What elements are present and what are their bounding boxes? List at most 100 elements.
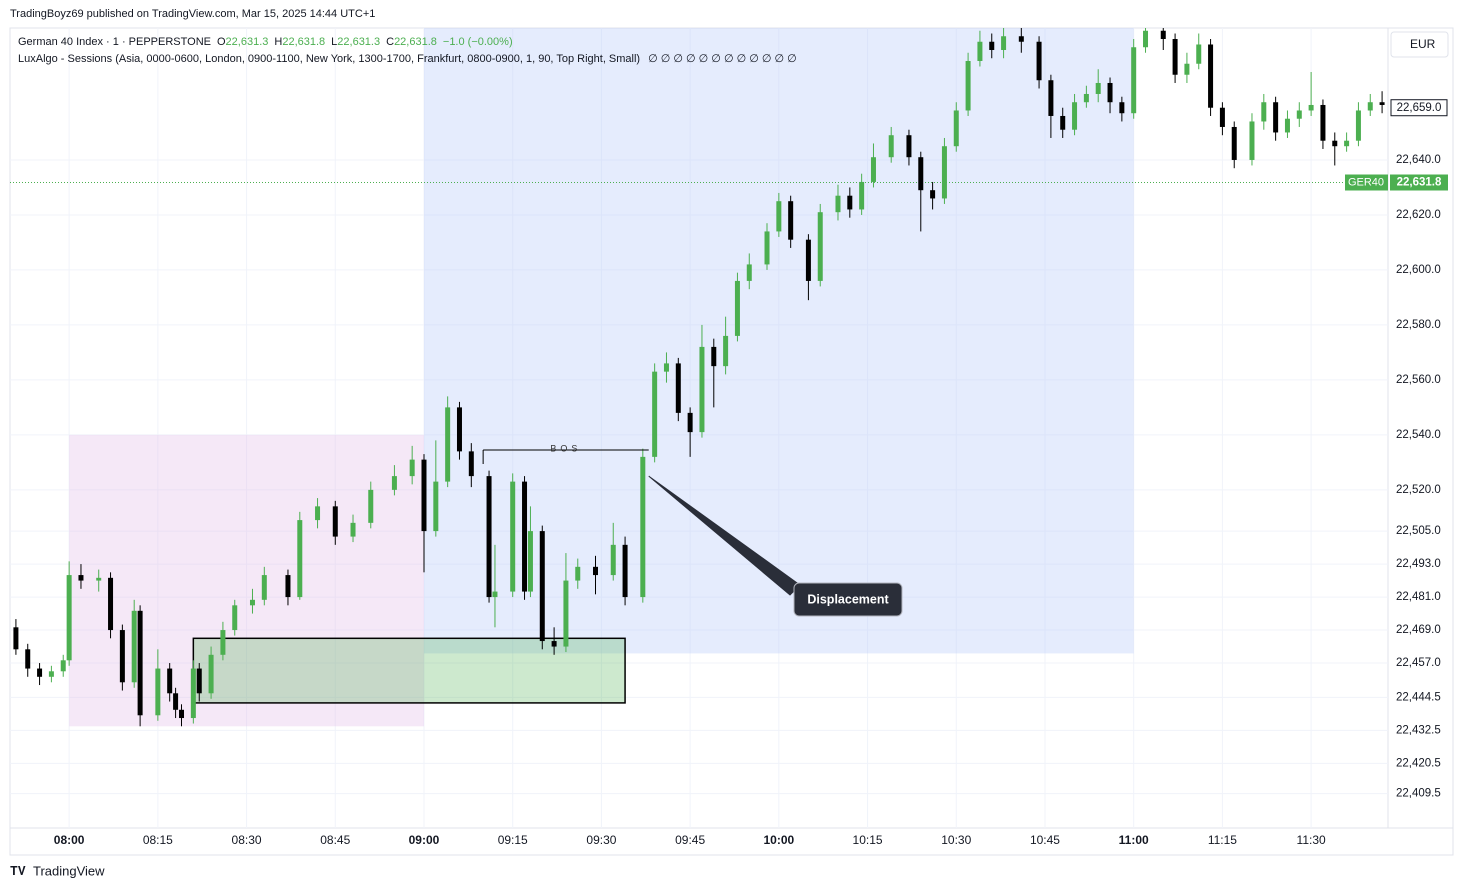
x-tick-label: 08:30 (232, 833, 262, 847)
candle-body (445, 407, 451, 482)
x-tick-label: 09:45 (675, 833, 705, 847)
candle-body (1107, 82, 1113, 103)
candle-body (350, 522, 356, 537)
candle-body (1308, 104, 1314, 111)
candle-body (119, 630, 125, 683)
candle-body (888, 135, 894, 158)
candle-body (1160, 30, 1166, 39)
candle-body (37, 668, 43, 677)
candle-body (208, 654, 214, 694)
legend-key: C (386, 36, 394, 48)
callout-label: Displacement (807, 592, 889, 606)
candle-body (522, 481, 528, 592)
candle-body (173, 693, 179, 710)
x-tick-label: 11:00 (1119, 833, 1149, 847)
plot (10, 28, 1388, 828)
indicator-values: ∅ ∅ ∅ ∅ ∅ ∅ ∅ ∅ ∅ ∅ ∅ ∅ (648, 53, 797, 65)
y-tick-label: 22,600.0 (1396, 264, 1441, 276)
candle-body (847, 195, 853, 210)
legend-key: L (331, 36, 337, 48)
candle-body (746, 264, 752, 281)
y-tick-label: 22,540.0 (1396, 429, 1441, 441)
candle-body (232, 605, 238, 631)
candle-body (1320, 104, 1326, 141)
candle-body (297, 520, 303, 598)
candle-body (285, 575, 291, 598)
candle-body (1184, 63, 1190, 75)
candle-body (456, 407, 462, 452)
legend-key: H (274, 36, 282, 48)
marker-tag (1390, 99, 1448, 117)
candle-body (1095, 82, 1101, 94)
symbol-label: GER40 (1348, 176, 1384, 188)
candle-body (332, 506, 338, 537)
candle-body (1001, 36, 1007, 50)
candle-body (167, 668, 173, 694)
candle-body (13, 627, 19, 650)
y-tick-label: 22,420.5 (1396, 757, 1441, 769)
candle-body (486, 476, 492, 598)
frame (9, 27, 1454, 856)
indicator-legend: LuxAlgo - Sessions (Asia, 0000-0600, Lon… (18, 53, 797, 65)
x-tick-label: 09:15 (498, 833, 528, 847)
candle-body (1249, 121, 1255, 160)
y-tick-label: 22,580.0 (1396, 319, 1441, 331)
candle-body (953, 110, 959, 147)
candle-body (368, 489, 374, 523)
candle-body (918, 157, 924, 191)
x-tick-label: 08:00 (54, 833, 85, 847)
zone (192, 637, 626, 704)
published-line: TradingBoyz69 published on TradingView.c… (10, 8, 375, 20)
legend-key: O (217, 36, 226, 48)
y-tick-label: 22,493.0 (1396, 558, 1441, 570)
candle-body (941, 146, 947, 199)
candle-body (137, 610, 143, 716)
candle-body (1367, 102, 1373, 111)
candle-body (788, 201, 794, 240)
candle-body (1355, 110, 1361, 141)
candle-body (1048, 80, 1054, 116)
candle-body (1219, 107, 1225, 127)
candle-body (1072, 102, 1078, 130)
legend-value: 22,631.3 (226, 36, 269, 48)
candle-body (711, 346, 717, 367)
candle-body (1231, 126, 1237, 160)
candle-body (315, 506, 321, 521)
x-tick-label: 08:45 (320, 833, 350, 847)
x-tick-label: 10:30 (941, 833, 971, 847)
x-tick-label: 09:30 (586, 833, 616, 847)
legend-value: 22,631.3 (337, 36, 380, 48)
candle-body (1284, 118, 1290, 133)
currency-button[interactable] (1390, 31, 1449, 58)
y-tick-label: 22,560.0 (1396, 374, 1441, 386)
candle-body (859, 181, 865, 210)
price-tag (1390, 174, 1448, 191)
candle-body (492, 591, 498, 598)
candle-body (25, 649, 31, 669)
currency[interactable]: EUR (1410, 37, 1436, 51)
candle-body (421, 459, 427, 532)
candle-body (527, 531, 533, 592)
x-tick-label: 09:00 (409, 833, 440, 847)
bos-label: BOS (550, 443, 581, 453)
candle-body (1261, 102, 1267, 122)
x-tick-label: 11:30 (1297, 833, 1326, 847)
candle-body (640, 456, 646, 598)
candle-body (699, 346, 705, 433)
candle-body (190, 668, 196, 719)
indicator-name: LuxAlgo - Sessions (Asia, 0000-0600, Lon… (18, 53, 640, 65)
candle-body (1018, 36, 1024, 42)
candle-body (965, 60, 971, 111)
candle-body (66, 575, 72, 661)
candle-body (1296, 110, 1302, 119)
callout-box (793, 582, 903, 617)
legend-change: −1.0 (−0.00%) (443, 36, 513, 48)
candle-body (652, 371, 658, 457)
candle-body (1131, 47, 1137, 114)
y-tick-label: 22,505.0 (1396, 525, 1441, 537)
candle-body (1119, 102, 1125, 114)
y-tick-label: 22,640.0 (1396, 154, 1441, 166)
x-tick-label: 10:15 (853, 833, 883, 847)
y-tick-label: 22,469.0 (1396, 624, 1441, 636)
candle-body (734, 280, 740, 336)
